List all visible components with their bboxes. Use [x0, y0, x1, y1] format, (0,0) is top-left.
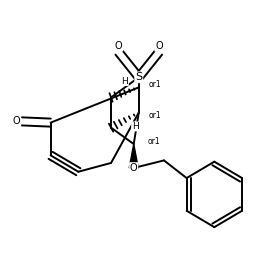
Polygon shape [129, 144, 138, 168]
Text: or1: or1 [148, 111, 161, 120]
Text: or1: or1 [148, 137, 160, 146]
Text: O: O [155, 41, 163, 51]
Text: O: O [115, 41, 122, 51]
Text: S: S [135, 72, 142, 82]
Text: O: O [130, 163, 137, 173]
Text: H: H [122, 76, 128, 86]
Text: or1: or1 [148, 80, 161, 89]
Text: H: H [132, 122, 139, 131]
Text: O: O [13, 116, 21, 126]
